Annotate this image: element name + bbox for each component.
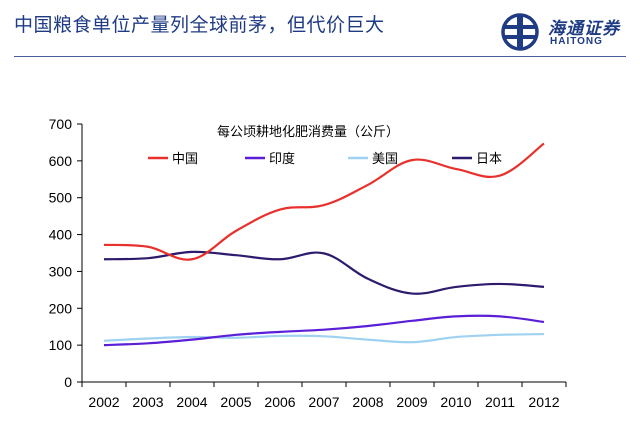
y-tick-label: 0 (64, 374, 72, 390)
haitong-logo-icon (501, 13, 539, 51)
series-line-1 (103, 314, 545, 347)
x-tick-label: 2011 (485, 394, 515, 410)
chart-title: 每公顷耕地化肥消费量（公斤） (217, 124, 399, 140)
y-tick-label: 400 (49, 227, 73, 243)
chart-series (103, 142, 545, 347)
x-tick-label: 2007 (308, 394, 339, 410)
x-tick-label: 2012 (528, 394, 559, 410)
logo-chinese-name: 海通证券 (548, 19, 620, 39)
y-tick-label: 200 (49, 300, 73, 316)
series-line-2 (103, 332, 545, 344)
x-tick-label: 2008 (352, 394, 383, 410)
y-tick-label: 700 (49, 116, 73, 132)
x-tick-label: 2006 (264, 394, 295, 410)
chart-legend: 中国 印度 美国 日本 (148, 151, 502, 167)
legend-label: 美国 (372, 152, 398, 167)
series-line-0 (103, 142, 545, 261)
title-divider (14, 56, 626, 57)
x-tick-label: 2005 (220, 394, 251, 410)
y-tick-label: 600 (49, 153, 73, 169)
logo-english-name: HAITONG (550, 36, 603, 47)
x-tick-label: 2004 (176, 394, 207, 410)
x-tick-label: 2003 (132, 394, 163, 410)
legend-label: 印度 (269, 151, 295, 167)
y-tick-label: 500 (49, 190, 73, 206)
page-title: 中国粮食单位产量列全球前茅，但代价巨大 (14, 14, 385, 36)
x-tick-label: 2002 (88, 394, 119, 410)
legend-label: 日本 (476, 152, 502, 167)
y-tick-label: 300 (49, 263, 73, 279)
x-tick-label: 2010 (440, 394, 471, 410)
chart-axes: 0 100 200 300 400 500 600 700 2002 2003 2004 2005 20… (49, 116, 567, 410)
y-tick-label: 100 (49, 337, 73, 353)
series-line-3 (103, 250, 545, 295)
company-logo: 海通证券 HAITONG (500, 12, 630, 52)
x-tick-label: 2009 (396, 394, 427, 410)
legend-label: 中国 (172, 152, 198, 167)
